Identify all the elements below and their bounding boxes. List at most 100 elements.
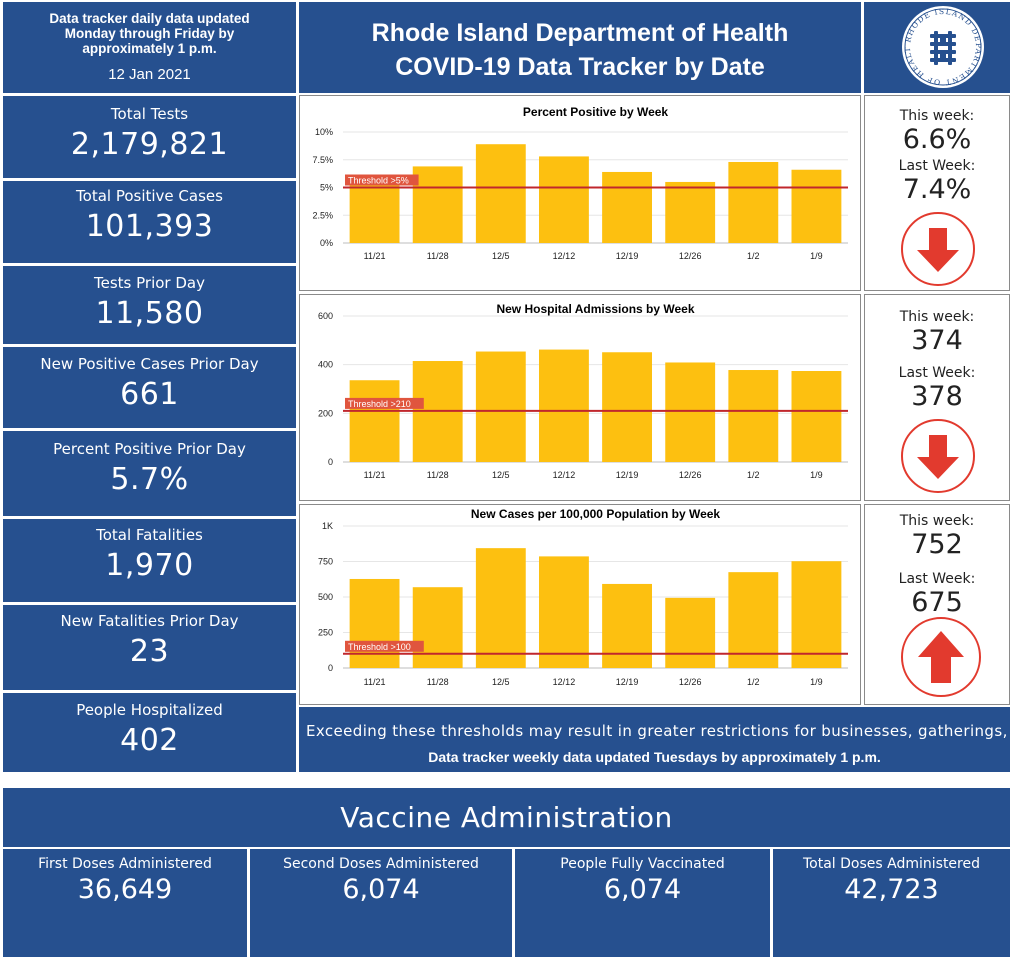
x-tick-label: 1/9: [810, 251, 823, 261]
x-tick-label: 1/9: [810, 470, 823, 480]
x-tick-label: 11/28: [427, 677, 449, 687]
threshold-label-bg: [345, 397, 424, 409]
stat-label: New Fatalities Prior Day: [60, 612, 239, 630]
this-week-value: 6.6%: [902, 124, 972, 155]
threshold-label-bg: [345, 640, 424, 652]
weekly-update-note: Data tracker weekly data updated Tuesday…: [428, 749, 881, 765]
stat-label: Total Fatalities: [96, 526, 203, 544]
chart-title: Percent Positive by Week: [523, 105, 669, 119]
ri-doh-seal-logo: RHODE ISLAND DEPARTMENT OF HEALTH: [900, 4, 984, 88]
stat-new-fatalities-prior-day: New Fatalities Prior Day 23: [3, 605, 296, 690]
last-week-value: 7.4%: [902, 174, 972, 205]
this-week-value: 752: [911, 529, 963, 560]
y-tick-label: 200: [318, 408, 333, 418]
chart-title: New Hospital Admissions by Week: [496, 302, 694, 316]
x-tick-label: 11/21: [364, 677, 386, 687]
page-subtitle: COVID-19 Data Tracker by Date: [395, 53, 765, 81]
x-tick-label: 1/2: [747, 470, 760, 480]
x-tick-label: 12/5: [492, 470, 510, 480]
x-tick-label: 12/12: [553, 677, 576, 687]
stat-people-hospitalized: People Hospitalized 402: [3, 693, 296, 772]
bar: [475, 548, 526, 668]
y-tick-label: 5%: [320, 183, 333, 193]
y-tick-label: 500: [318, 592, 333, 602]
stat-value: 2,179,821: [70, 127, 229, 162]
y-tick-label: 400: [318, 360, 333, 370]
threshold-note-panel: Exceeding these thresholds may result in…: [299, 707, 1010, 772]
vaccine-section-header: Vaccine Administration: [3, 788, 1010, 847]
bar: [791, 561, 842, 668]
bar: [349, 380, 400, 462]
y-tick-label: 10%: [315, 127, 333, 137]
y-tick-label: 0: [328, 663, 333, 673]
chart-title: New Cases per 100,000 Population by Week: [471, 507, 721, 521]
stat-value: 23: [129, 634, 170, 669]
threshold-label-bg: [345, 174, 419, 186]
stat-label: Tests Prior Day: [94, 274, 205, 292]
y-tick-label: 7.5%: [312, 155, 333, 165]
trend-up-icon: [901, 617, 981, 697]
bar: [412, 166, 463, 243]
vaccine-stat-value: 36,649: [77, 874, 173, 905]
bar: [475, 144, 526, 243]
page-title: Rhode Island Department of Health: [371, 19, 789, 47]
stat-label: People Hospitalized: [76, 701, 223, 719]
bar: [665, 181, 716, 243]
stat-label: Percent Positive Prior Day: [53, 440, 246, 458]
bar: [539, 556, 589, 668]
chart-percent-positive: Percent Positive by Week 0% 2.5% 5% 7.5% 10% 1…: [299, 95, 861, 291]
new-cases-bar-chart: New Cases per 100,000 Population by Week…: [318, 507, 848, 687]
last-week-value: 378: [911, 381, 963, 412]
x-tick-label: 12/19: [616, 677, 639, 687]
bar: [665, 597, 716, 668]
stat-new-positive-cases-prior-day: New Positive Cases Prior Day 661: [3, 347, 296, 428]
bar: [539, 349, 589, 462]
stat-total-tests: Total Tests 2,179,821: [3, 96, 296, 178]
stat-total-fatalities: Total Fatalities 1,970: [3, 519, 296, 602]
weekly-summary-percent-positive: This week: 6.6% Last Week: 7.4%: [864, 95, 1010, 291]
threshold-label: Threshold >210: [348, 399, 411, 409]
last-week-label: Last Week:: [898, 365, 976, 381]
x-tick-label: 1/9: [810, 677, 823, 687]
x-tick-label: 1/2: [747, 677, 760, 687]
stat-value: 11,580: [95, 296, 204, 331]
stat-percent-positive-prior-day: Percent Positive Prior Day 5.7%: [3, 431, 296, 516]
stat-value: 1,970: [105, 548, 194, 583]
y-tick-label: 2.5%: [312, 210, 333, 220]
bar: [349, 183, 400, 243]
x-tick-label: 12/12: [553, 251, 576, 261]
weekly-summary-new-cases: This week: 752 Last Week: 675: [864, 504, 1010, 705]
vaccine-people-fully-vaccinated: People Fully Vaccinated 6,074: [515, 849, 770, 957]
x-tick-label: 12/26: [679, 677, 702, 687]
last-week-value: 675: [911, 587, 963, 618]
x-tick-label: 12/19: [616, 251, 639, 261]
x-tick-label: 11/28: [427, 251, 449, 261]
bar: [665, 362, 716, 462]
stat-value: 402: [120, 723, 179, 758]
x-tick-label: 12/5: [492, 677, 510, 687]
stat-label: New Positive Cases Prior Day: [40, 355, 259, 373]
this-week-label: This week:: [899, 108, 975, 124]
bar: [728, 370, 779, 462]
x-tick-label: 12/19: [616, 470, 639, 480]
hospital-admissions-bar-chart: New Hospital Admissions by Week 0 200 400 60…: [318, 302, 848, 480]
trend-down-icon: [901, 419, 975, 493]
bar: [475, 351, 526, 462]
vaccine-first-doses: First Doses Administered 36,649: [3, 849, 247, 957]
vaccine-stat-value: 6,074: [603, 874, 682, 905]
stat-label: Total Tests: [110, 105, 189, 123]
x-tick-label: 11/21: [364, 470, 386, 480]
this-week-value: 374: [911, 325, 963, 356]
x-tick-label: 11/28: [427, 470, 449, 480]
threshold-label: Threshold >5%: [348, 176, 409, 186]
vaccine-total-doses: Total Doses Administered 42,723: [773, 849, 1010, 957]
vaccine-stat-label: First Doses Administered: [38, 856, 212, 872]
y-tick-label: 1K: [322, 521, 333, 531]
vaccine-stat-value: 6,074: [342, 874, 420, 905]
vaccine-stat-label: People Fully Vaccinated: [560, 856, 725, 872]
seal-emblem-icon: [930, 31, 956, 65]
bar: [791, 169, 842, 243]
x-tick-label: 12/26: [679, 470, 702, 480]
threshold-note: Exceeding these thresholds may result in…: [306, 722, 1010, 740]
report-date: 12 Jan 2021: [108, 66, 191, 83]
